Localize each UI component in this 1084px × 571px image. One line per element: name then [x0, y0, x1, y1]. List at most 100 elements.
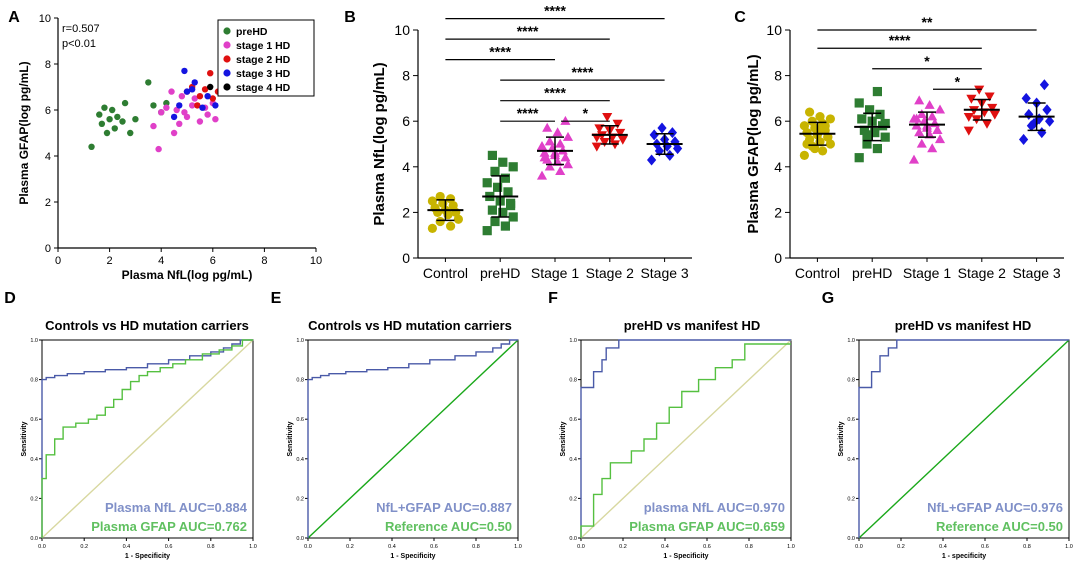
x-tick-label-a: 0 [55, 255, 61, 267]
data-point [872, 86, 882, 97]
data-point [498, 157, 508, 167]
y-tick-label: 4 [774, 159, 782, 175]
data-point [981, 119, 993, 129]
scatter-point-a [103, 129, 111, 137]
scatter-point-a [207, 83, 214, 91]
data-point [544, 136, 555, 146]
panel-c: C 0 2 4 6 8 10 Control preHD Stage 1 Stage 2 Stage … [734, 9, 1064, 281]
panel-label-a: A [8, 9, 20, 26]
data-point [665, 149, 675, 161]
scatter-point-a [178, 93, 186, 100]
y-tick-label-a: 6 [45, 105, 51, 117]
significance-label: * [924, 53, 930, 69]
data-point [536, 170, 548, 180]
x-axis-label: 1 - specificity [942, 553, 986, 560]
data-point [490, 216, 500, 227]
data-point [555, 138, 566, 148]
data-point [609, 140, 621, 150]
y-tick-label-a: 10 [39, 13, 51, 25]
y-tick-label: 2 [774, 204, 782, 220]
data-point [934, 104, 946, 114]
data-point [500, 221, 510, 231]
data-point [427, 223, 437, 233]
data-point [932, 125, 943, 134]
scatter-point-a [204, 93, 211, 100]
data-point [1037, 127, 1047, 139]
data-point [673, 143, 683, 155]
panel-label-e: E [271, 290, 282, 307]
y-tick-label: 0.8 [569, 378, 577, 384]
roc-curve [41, 339, 253, 538]
y-tick-label: 4 [402, 159, 410, 175]
legend-entry-a: preHD [236, 26, 268, 38]
data-point [560, 152, 571, 162]
x-tick-label: 1.0 [514, 544, 522, 550]
x-tick-label: 0.8 [472, 544, 480, 550]
roc-curve [41, 339, 253, 538]
y-axis-label: Sensitivity [560, 421, 567, 456]
scatter-point-a [194, 102, 201, 109]
roc-title: preHD vs manifest HD [624, 318, 761, 333]
data-point [924, 99, 935, 109]
panel-label-c: C [734, 9, 746, 26]
stat-label-a: r=0.507 [62, 23, 100, 35]
panel-label-b: B [344, 9, 356, 26]
y-tick-label: 0.6 [30, 417, 38, 423]
significance-label: **** [489, 44, 511, 60]
x-tick-label: 0.0 [38, 544, 46, 550]
y-tick-label: 0.2 [847, 496, 855, 502]
data-point [916, 109, 927, 119]
scatter-point-a [201, 86, 209, 93]
y-tick-label: 6 [402, 113, 410, 129]
x-axis-label: 1 - Specificity [125, 553, 170, 560]
data-point [490, 166, 500, 176]
data-point [862, 139, 872, 149]
roc-title: Controls vs HD mutation carriers [308, 318, 512, 333]
panel-label-g: G [822, 290, 834, 307]
significance-label: **** [517, 23, 539, 39]
scatter-point-a [155, 145, 162, 153]
data-point [506, 198, 516, 208]
panel-label-f: F [548, 290, 558, 307]
data-point [854, 153, 864, 163]
y-axis-label-b: Plasma NfL(log pg/mL) [371, 62, 388, 225]
data-point [880, 132, 890, 142]
auc-annotation: Reference AUC=0.50 [385, 519, 512, 534]
data-point [927, 111, 938, 121]
y-axis-label: Sensitivity [287, 421, 294, 456]
data-point [823, 132, 833, 142]
data-point [544, 161, 555, 171]
legend-entry-a: stage 3 HD [236, 68, 291, 80]
data-point [911, 113, 922, 123]
x-tick-label: 0.4 [388, 544, 396, 550]
x-tick-label: 0.2 [346, 544, 354, 550]
data-point [1021, 92, 1031, 104]
category-label: preHD [480, 265, 520, 281]
data-point [612, 119, 623, 129]
x-axis-label: 1 - Specificity [663, 553, 708, 560]
x-tick-label-a: 6 [210, 255, 216, 267]
scatter-point-a [119, 118, 126, 125]
data-point [539, 152, 550, 162]
scatter-point-a [145, 79, 152, 86]
panel-b: B 0 2 4 6 8 10 Control preHD Stage 1 Stage 2 Stage … [344, 3, 692, 281]
y-tick-label-a: 2 [45, 197, 51, 209]
scatter-point-a [212, 102, 219, 109]
x-tick-label: 1.0 [1065, 544, 1073, 550]
roc-curve [580, 343, 791, 538]
y-tick-label: 0.6 [569, 417, 577, 423]
scatter-point-a [209, 95, 216, 102]
roc-curve [858, 339, 1070, 539]
data-point [667, 127, 677, 139]
x-tick-label-a: 8 [261, 255, 267, 267]
scatter-point-a [163, 99, 170, 107]
scatter-point-a [88, 143, 95, 150]
data-point [854, 98, 864, 108]
auc-annotation: Plasma GFAP AUC=0.762 [91, 519, 247, 534]
category-label: Stage 2 [958, 265, 1006, 281]
panel-label-d: D [4, 290, 16, 307]
x-tick-label: 0.8 [745, 544, 753, 550]
scatter-point-a [204, 111, 211, 118]
